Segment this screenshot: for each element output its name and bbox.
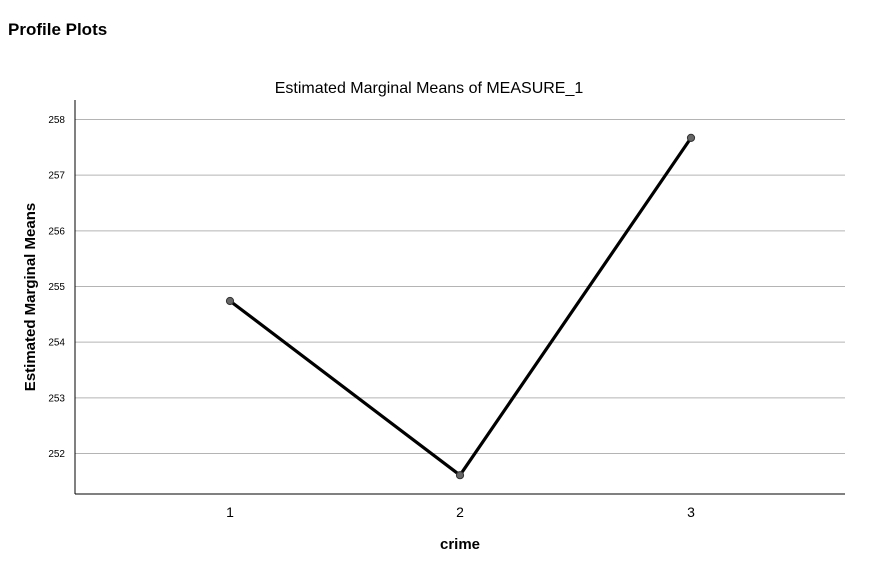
section-title: Profile Plots bbox=[8, 20, 108, 39]
grid-lines bbox=[75, 119, 845, 454]
plot-series bbox=[225, 133, 696, 480]
y-tick-label: 255 bbox=[48, 282, 65, 293]
y-tick-label: 257 bbox=[48, 171, 65, 182]
x-axis-label: crime bbox=[440, 536, 480, 553]
y-tick-label: 252 bbox=[48, 449, 65, 460]
y-axis-label: Estimated Marginal Means bbox=[22, 203, 39, 391]
y-tick-label: 253 bbox=[48, 393, 65, 404]
chart-title: Estimated Marginal Means of MEASURE_1 bbox=[275, 80, 584, 97]
x-tick-label: 1 bbox=[226, 504, 234, 520]
y-tick-label: 258 bbox=[48, 115, 65, 126]
x-tick-label: 2 bbox=[456, 504, 464, 520]
y-tick-label: 256 bbox=[48, 226, 65, 237]
series-line bbox=[228, 136, 693, 477]
y-axis: 252 253 254 255 256 257 258 bbox=[48, 100, 76, 494]
x-axis: 1 2 3 bbox=[75, 493, 845, 520]
data-point bbox=[455, 471, 465, 480]
data-point bbox=[686, 133, 696, 142]
data-point bbox=[225, 296, 235, 306]
y-tick-label: 254 bbox=[48, 338, 65, 349]
x-tick-label: 3 bbox=[687, 504, 695, 520]
